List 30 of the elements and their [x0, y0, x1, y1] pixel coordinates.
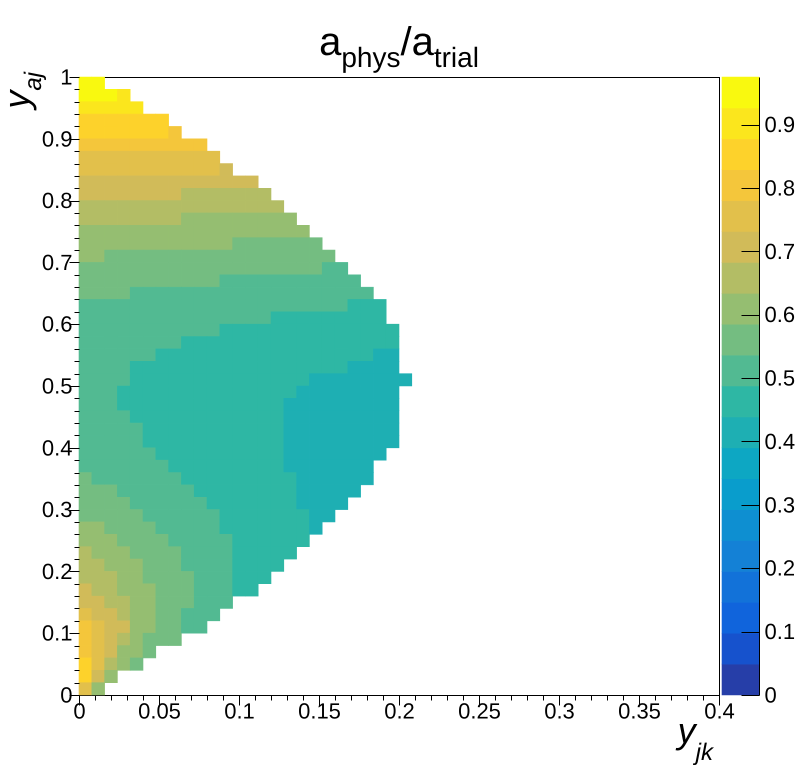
color-bar-label: 0.3: [764, 492, 796, 518]
x-tick-label: 0.4: [704, 698, 735, 724]
y-tick-label: 1: [60, 64, 72, 90]
color-bar-label: 0.4: [764, 428, 796, 454]
x-tick-label: 0.25: [458, 698, 501, 724]
y-tick-label: 0.1: [42, 620, 72, 646]
x-tick-label: 0.15: [298, 698, 341, 724]
y-tick-label: 0.3: [42, 497, 72, 522]
y-tick-label: 0.4: [42, 435, 72, 460]
y-tick-label: 0.8: [42, 188, 72, 214]
y-tick-label: 0: [60, 682, 72, 708]
x-tick-label: 0.3: [544, 698, 575, 724]
y-tick-label: 0.9: [42, 126, 72, 152]
color-bar-label: 0.8: [764, 175, 796, 200]
x-tick-label: 0.35: [618, 698, 661, 724]
color-bar-label: 0.6: [764, 302, 796, 328]
x-tick-label: 0.1: [224, 698, 255, 724]
color-bar-label: 0: [764, 682, 777, 708]
color-bar-label: 0.5: [764, 366, 796, 391]
color-bar-label: 0.1: [764, 619, 796, 644]
y-tick-label: 0.7: [42, 250, 72, 275]
color-bar-label: 0.2: [764, 556, 796, 581]
x-tick-label: 0.2: [384, 698, 415, 724]
color-bar-label: 0.9: [764, 112, 796, 138]
x-tick-label: 0.05: [138, 698, 181, 724]
color-bar-label: 0.7: [764, 238, 796, 264]
y-tick-label: 0.5: [42, 374, 72, 398]
y-axis-title: yaj: [0, 71, 47, 112]
y-tick-label: 0.2: [42, 558, 72, 584]
y-tick-label: 0.6: [42, 312, 72, 337]
